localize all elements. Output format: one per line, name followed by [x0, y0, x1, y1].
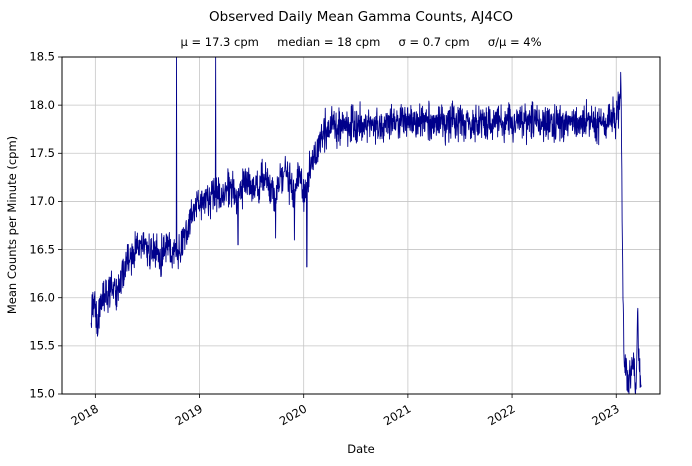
y-tick-label: 16.0 [29, 290, 55, 304]
chart-generated-layer: 15.0 15.5 16.0 16.5 17.0 17.5 18.0 18.5 2018 2019… [29, 50, 661, 428]
y-tick-label: 18.5 [29, 50, 55, 64]
y-tick-label: 15.0 [29, 387, 55, 401]
x-tick-label: 2020 [277, 401, 309, 428]
x-tick-label: 2023 [589, 401, 621, 428]
y-tick-label: 17.5 [29, 146, 55, 160]
plot-frame [61, 56, 661, 395]
y-tick-label: 16.5 [29, 242, 55, 256]
x-axis-label: Date [347, 442, 375, 456]
chart-title: Observed Daily Mean Gamma Counts, AJ4CO [209, 9, 513, 25]
x-tick-label: 2018 [68, 401, 100, 428]
chart-stats-line: μ = 17.3 cpm median = 18 cpm σ = 0.7 cpm… [180, 35, 541, 49]
data-series-line [90, 56, 642, 395]
y-tick-label: 18.0 [29, 98, 55, 112]
x-tick-label: 2022 [485, 401, 517, 428]
y-axis-label: Mean Counts per Minute (cpm) [5, 136, 19, 314]
x-tick-label: 2021 [381, 401, 413, 428]
y-tick-label: 17.0 [29, 194, 55, 208]
y-tick-label: 15.5 [29, 339, 55, 353]
x-tick-label: 2019 [173, 401, 205, 428]
